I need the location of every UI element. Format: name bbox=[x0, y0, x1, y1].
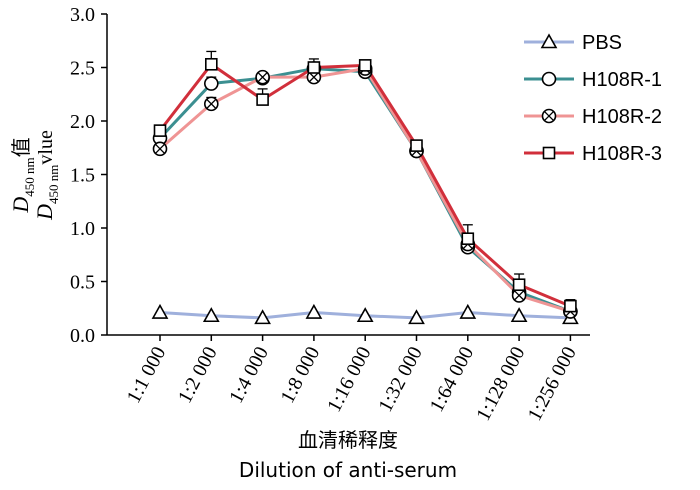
marker-shape bbox=[512, 278, 526, 292]
data-point bbox=[152, 141, 168, 157]
marker-shape bbox=[205, 57, 218, 71]
marker-shape bbox=[564, 299, 577, 313]
y-tick-label: 2.5 bbox=[70, 58, 95, 80]
marker-cross bbox=[514, 290, 525, 301]
x-tick-label: 1:32 000 bbox=[374, 343, 427, 416]
y-tick-label: 0.0 bbox=[70, 325, 95, 347]
marker-shape bbox=[461, 232, 475, 245]
data-point bbox=[205, 57, 218, 71]
y-axis-title-line1-main: D bbox=[8, 197, 33, 214]
data-point bbox=[153, 124, 167, 137]
legend-entry-h108r-2: H108R-2 bbox=[524, 106, 662, 128]
legend-marker bbox=[541, 108, 557, 124]
marker-shape bbox=[542, 146, 556, 160]
marker-shape bbox=[151, 303, 169, 319]
marker-shape bbox=[356, 307, 374, 323]
data-point bbox=[256, 93, 269, 106]
legend: PBS H108R-1 H108R-2 H108R-3 bbox=[524, 32, 662, 165]
data-point bbox=[255, 69, 270, 85]
marker-shape bbox=[254, 309, 271, 325]
marker-cross bbox=[206, 98, 217, 109]
marker-shape bbox=[510, 307, 528, 323]
data-point bbox=[254, 309, 271, 325]
data-point bbox=[202, 307, 220, 323]
y-tick-label: 0.5 bbox=[70, 272, 95, 294]
y-axis-title-line2-main: D bbox=[32, 204, 57, 221]
y-axis-title-line2-suffix: vlue bbox=[35, 130, 57, 165]
y-tick-label: 1.5 bbox=[70, 165, 95, 187]
marker-cross bbox=[154, 143, 166, 154]
marker-shape bbox=[256, 93, 269, 106]
series-layer bbox=[151, 50, 579, 325]
legend-label: PBS bbox=[582, 32, 622, 54]
data-point bbox=[204, 76, 219, 91]
marker-shape bbox=[540, 33, 558, 49]
marker-cross bbox=[257, 72, 268, 83]
data-point bbox=[564, 299, 577, 313]
legend-entry-h108r-3: H108R-3 bbox=[524, 143, 662, 165]
legend-label: H108R-2 bbox=[582, 106, 662, 128]
y-tick-label: 3.0 bbox=[70, 4, 95, 26]
series-h108r-2 bbox=[159, 63, 576, 313]
data-point bbox=[408, 309, 425, 325]
data-point bbox=[151, 303, 169, 319]
series-line bbox=[158, 62, 571, 308]
data-point bbox=[305, 303, 323, 319]
legend-entry-h108r-1: H108R-1 bbox=[524, 69, 662, 91]
data-point bbox=[356, 307, 374, 323]
data-point bbox=[459, 303, 477, 319]
y-axis-title-line1-suffix: 值 bbox=[10, 137, 33, 157]
y-axis-title: D450 nm值 D450 nmvlue bbox=[8, 130, 61, 221]
y-axis-title-line2-sub: 450 nm bbox=[46, 165, 61, 204]
marker-shape bbox=[305, 303, 323, 319]
marker-shape bbox=[358, 59, 372, 72]
marker-shape bbox=[541, 71, 557, 87]
markers-h108r-3 bbox=[153, 57, 577, 313]
x-tick-label: 1:2 000 bbox=[174, 343, 222, 407]
x-tick-label: 1:64 000 bbox=[426, 343, 479, 416]
marker-cross bbox=[308, 72, 319, 83]
x-tick-label: 1:128 000 bbox=[472, 343, 529, 424]
x-tick-label: 1:16 000 bbox=[323, 343, 376, 416]
marker-shape bbox=[459, 303, 477, 319]
legend-marker bbox=[542, 146, 556, 160]
data-point bbox=[307, 61, 321, 74]
data-point bbox=[204, 96, 219, 112]
data-point bbox=[410, 139, 423, 152]
x-tick-label: 1:1 000 bbox=[123, 343, 171, 407]
marker-shape bbox=[153, 124, 167, 137]
x-tick-label: 1:4 000 bbox=[225, 343, 273, 407]
markers-pbs bbox=[151, 303, 579, 325]
marker-shape bbox=[204, 76, 219, 91]
y-axis-title-line1-sub: 450 nm bbox=[22, 157, 37, 196]
x-tick-label: 1:8 000 bbox=[276, 343, 324, 407]
svg-text:D450 nm值: D450 nm值 bbox=[8, 137, 37, 213]
marker-shape bbox=[307, 61, 321, 74]
x-axis-title-en: Dilution of anti-serum bbox=[239, 458, 457, 482]
data-point bbox=[510, 307, 528, 323]
marker-shape bbox=[408, 309, 425, 325]
legend-marker bbox=[541, 71, 557, 87]
marker-cross bbox=[543, 110, 555, 122]
x-tick-label: 1:256 000 bbox=[524, 343, 581, 424]
y-tick-label: 1.0 bbox=[70, 218, 95, 240]
data-point bbox=[512, 278, 526, 292]
data-point bbox=[461, 232, 475, 245]
legend-entry-pbs: PBS bbox=[524, 32, 622, 54]
legend-marker bbox=[540, 33, 558, 49]
y-tick-label: 2.0 bbox=[70, 111, 95, 133]
legend-label: H108R-3 bbox=[582, 143, 662, 165]
series-h108r-3 bbox=[158, 50, 576, 308]
svg-text:D450 nmvlue: D450 nmvlue bbox=[32, 130, 61, 221]
x-axis-title-cn: 血清稀释度 bbox=[298, 428, 398, 452]
marker-shape bbox=[410, 139, 423, 152]
legend-label: H108R-1 bbox=[582, 69, 662, 91]
data-point bbox=[358, 59, 372, 72]
marker-shape bbox=[202, 307, 220, 323]
